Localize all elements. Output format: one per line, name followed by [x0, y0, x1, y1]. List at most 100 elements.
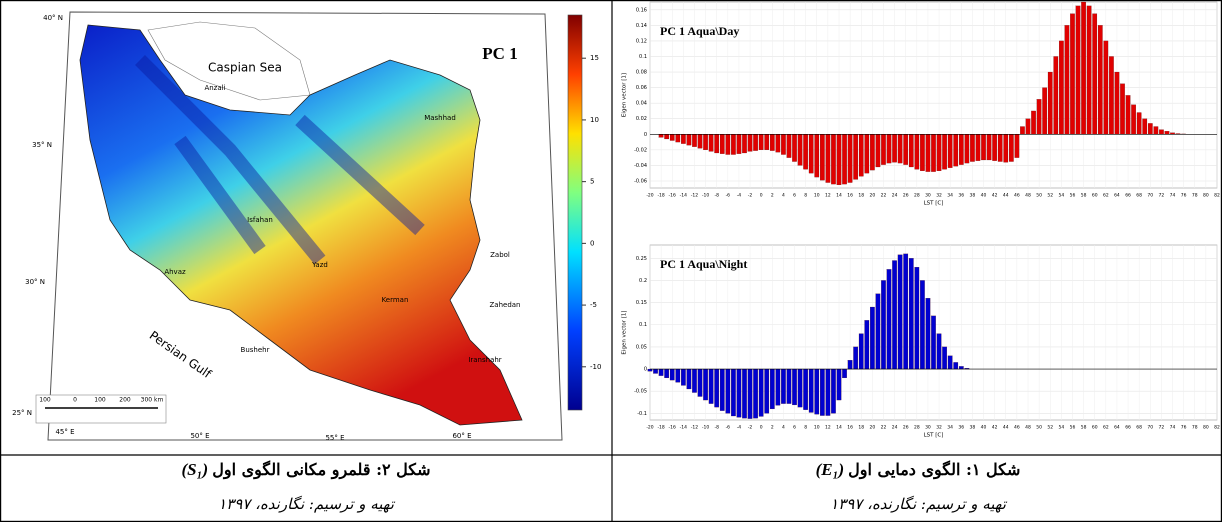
- bar: [858, 134, 864, 177]
- bar: [669, 134, 675, 141]
- bar: [925, 134, 931, 172]
- bar: [947, 134, 953, 168]
- bar: [942, 134, 947, 170]
- lon-label: 60° E: [452, 432, 471, 440]
- bar: [731, 368, 736, 417]
- y-tick-label: 0.05: [636, 344, 647, 350]
- bar: [1142, 118, 1148, 135]
- bar: [958, 134, 964, 165]
- bar: [669, 368, 675, 381]
- bar: [931, 134, 936, 172]
- x-tick-label: 28: [914, 193, 920, 199]
- y-axis-label: Eigen vector [1]: [622, 73, 628, 117]
- bar: [825, 368, 831, 416]
- x-tick-label: 36: [958, 193, 964, 199]
- city-label: Isfahan: [247, 216, 273, 224]
- bar: [903, 253, 909, 370]
- x-tick-label: -18: [657, 193, 664, 199]
- bar: [920, 280, 925, 370]
- x-tick-label: 50: [1036, 425, 1042, 431]
- bar: [819, 134, 825, 181]
- x-tick-label: 60: [1092, 193, 1098, 199]
- y-tick-label: 0.15: [636, 300, 647, 306]
- bar: [1092, 13, 1098, 135]
- x-tick-label: -10: [702, 193, 709, 199]
- caption-left: شکل ۲: قلمرو مکانی الگوی اول(S₁): [0, 460, 612, 480]
- bar: [908, 258, 914, 370]
- x-tick-label: 44: [1003, 193, 1009, 199]
- bar: [803, 134, 808, 170]
- bar: [875, 293, 881, 370]
- bar: [920, 134, 925, 171]
- bar: [931, 315, 936, 370]
- x-tick-label: -2: [748, 193, 753, 199]
- x-tick-label: 82: [1214, 425, 1220, 431]
- bar: [1003, 134, 1009, 163]
- bar: [1047, 71, 1053, 135]
- city-label: Yazd: [311, 261, 328, 269]
- x-tick-label: 4: [782, 425, 785, 431]
- bar: [1131, 104, 1136, 135]
- bar: [786, 134, 792, 158]
- bar: [1025, 118, 1031, 135]
- x-tick-label: -4: [737, 425, 742, 431]
- credit-left: تهیه و ترسیم: نگارنده، ۱۳۹۷: [0, 494, 612, 513]
- x-axis-label: LST [C]: [924, 433, 944, 439]
- bar: [681, 368, 686, 386]
- bar: [758, 368, 764, 417]
- x-tick-label: 24: [892, 425, 898, 431]
- x-tick-label: -8: [714, 425, 719, 431]
- x-tick-label: 12: [825, 193, 831, 199]
- bar: [1036, 99, 1042, 135]
- x-tick-label: 50: [1036, 193, 1042, 199]
- credit-text: تهیه و ترسیم: نگارنده، ۱۳۹۷: [218, 495, 394, 513]
- bar: [742, 134, 747, 154]
- x-tick-label: -8: [714, 193, 719, 199]
- y-tick-label: -0.02: [634, 147, 647, 153]
- x-tick-label: 6: [793, 425, 796, 431]
- bar: [847, 360, 853, 370]
- lon-label: 45° E: [55, 428, 74, 436]
- chart-title: PC 1 Aqua\Day: [660, 24, 739, 38]
- x-tick-label: 16: [847, 193, 853, 199]
- bar: [681, 134, 686, 144]
- bar: [808, 134, 814, 174]
- bar: [1147, 123, 1153, 135]
- bar: [914, 134, 920, 170]
- bar: [1164, 131, 1170, 135]
- city-label: Iranshahr: [468, 356, 501, 364]
- bar: [819, 368, 825, 416]
- city-label: Zabol: [490, 251, 510, 259]
- x-tick-label: 68: [1136, 425, 1142, 431]
- bar: [797, 134, 803, 166]
- y-tick-label: 0.04: [636, 101, 647, 107]
- bar: [764, 368, 770, 414]
- bar: [742, 368, 747, 419]
- x-tick-label: 60: [1092, 425, 1098, 431]
- bar: [886, 269, 892, 370]
- x-tick-label: 48: [1025, 193, 1031, 199]
- x-tick-label: 36: [958, 425, 964, 431]
- bar: [658, 368, 664, 376]
- bar: [964, 134, 970, 164]
- bar: [725, 134, 731, 155]
- x-tick-label: 12: [825, 425, 831, 431]
- x-tick-label: 10: [814, 425, 820, 431]
- x-tick-label: 2: [771, 193, 774, 199]
- x-tick-label: 32: [936, 193, 942, 199]
- lat-label: 40° N: [43, 14, 63, 22]
- bar: [708, 134, 714, 152]
- y-tick-label: 0.08: [636, 70, 647, 76]
- bar: [1159, 129, 1164, 135]
- bar: [731, 134, 736, 155]
- bar: [864, 320, 870, 370]
- x-tick-label: 2: [771, 425, 774, 431]
- bar: [825, 134, 831, 183]
- x-tick-label: 22: [881, 425, 887, 431]
- caption-symbol: (S₁): [181, 460, 209, 479]
- x-tick-label: 8: [804, 193, 807, 199]
- x-tick-label: 70: [1147, 425, 1153, 431]
- y-tick-label: -0.1: [637, 411, 647, 417]
- x-tick-label: 62: [1103, 193, 1109, 199]
- bar: [664, 368, 670, 379]
